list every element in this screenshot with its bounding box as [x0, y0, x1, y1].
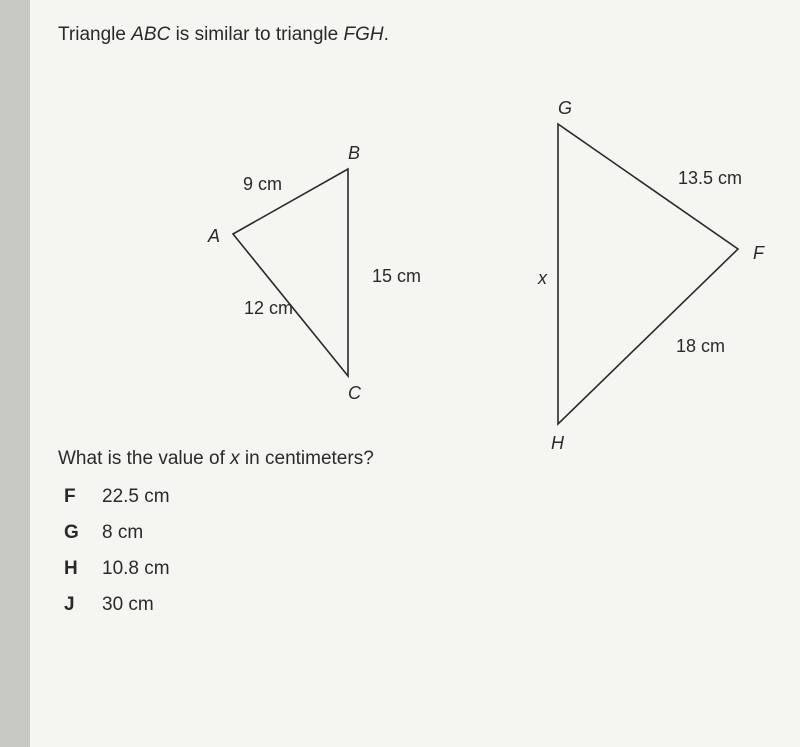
answer-choice[interactable]: F 22.5 cm	[64, 486, 772, 508]
answer-list: F 22.5 cm G 8 cm H 10.8 cm J 30 cm	[58, 486, 772, 616]
answer-text: 22.5 cm	[102, 486, 170, 508]
answer-choice[interactable]: H 10.8 cm	[64, 558, 772, 580]
prompt-mid: is similar to triangle	[170, 24, 343, 45]
fgh-label-GF: 13.5 cm	[678, 168, 742, 188]
prompt-post: .	[384, 24, 389, 45]
answer-letter: J	[64, 594, 84, 616]
abc-triangle	[233, 169, 348, 376]
answer-choice[interactable]: G 8 cm	[64, 522, 772, 544]
prompt-pre: Triangle	[58, 24, 131, 45]
fgh-label-G: G	[558, 98, 572, 118]
answer-choice[interactable]: J 30 cm	[64, 594, 772, 616]
answer-letter: H	[64, 558, 84, 580]
abc-label-B: B	[348, 143, 360, 163]
abc-label-BC: 15 cm	[372, 266, 421, 286]
answer-text: 8 cm	[102, 522, 143, 544]
fgh-label-GH: x	[537, 268, 548, 288]
diagram-container: ABC9 cm12 cm15 cmGFH13.5 cm18 cmx	[58, 64, 772, 434]
abc-label-AC: 12 cm	[244, 298, 293, 318]
triangles-svg: A B C 9 cm 12 cm 15 cm G F H 13.5 cm 18 cm x	[58, 64, 798, 464]
abc-label-A: A	[207, 226, 220, 246]
prompt-tri2: FGH	[343, 24, 383, 45]
worksheet-page: 1 point Triangle ABC is similar to trian…	[30, 0, 800, 747]
prompt-text: Triangle ABC is similar to triangle FGH.	[58, 24, 772, 46]
prompt-tri1: ABC	[131, 24, 170, 45]
answer-letter: G	[64, 522, 84, 544]
answer-text: 10.8 cm	[102, 558, 170, 580]
answer-text: 30 cm	[102, 594, 154, 616]
fgh-label-H: H	[551, 433, 565, 453]
abc-label-AB: 9 cm	[243, 174, 282, 194]
abc-label-C: C	[348, 383, 362, 403]
fgh-label-FH: 18 cm	[676, 336, 725, 356]
fgh-label-F: F	[753, 243, 765, 263]
answer-letter: F	[64, 486, 84, 508]
